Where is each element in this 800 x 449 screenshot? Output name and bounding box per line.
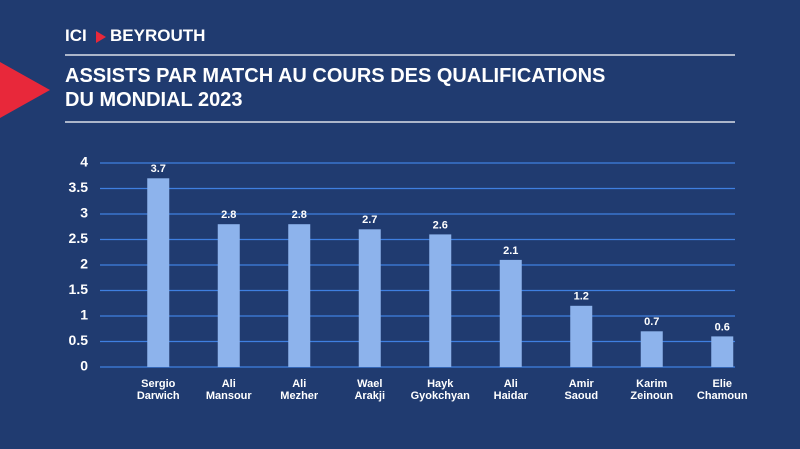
value-label: 2.6 bbox=[433, 219, 448, 231]
bar bbox=[499, 259, 522, 367]
x-tick-label: Ali Mansour bbox=[205, 378, 252, 402]
x-tick-label: Ali Haidar bbox=[493, 378, 528, 402]
value-label: 2.1 bbox=[503, 245, 518, 257]
bar bbox=[640, 331, 663, 367]
y-tick-label: 2 bbox=[80, 256, 88, 272]
y-tick-label: 4 bbox=[80, 154, 88, 170]
value-label: 2.8 bbox=[221, 209, 236, 221]
value-label: 0.6 bbox=[715, 321, 730, 333]
y-tick-label: 3.5 bbox=[69, 179, 89, 195]
y-tick-label: 3 bbox=[80, 205, 88, 221]
bar bbox=[570, 305, 593, 367]
value-label: 1.2 bbox=[574, 291, 589, 303]
bar bbox=[147, 178, 170, 367]
value-label: 2.8 bbox=[292, 209, 307, 221]
brand-arrow bbox=[96, 31, 106, 43]
x-tick-label: Hayk Gyokchyan bbox=[410, 378, 470, 402]
x-tick-label: Amir Saoud bbox=[564, 378, 599, 402]
chart-title: ASSISTS PAR MATCH AU COURS DES QUALIFICA… bbox=[65, 65, 606, 111]
brand-left: ICI bbox=[65, 26, 87, 45]
x-tick-label: Wael Arakji bbox=[354, 378, 386, 402]
y-tick-label: 2.5 bbox=[69, 230, 89, 246]
bar bbox=[429, 234, 452, 367]
y-tick-label: 1 bbox=[80, 307, 88, 323]
bar bbox=[711, 336, 734, 367]
value-label: 2.7 bbox=[362, 214, 377, 226]
bar bbox=[358, 229, 381, 367]
y-tick-label: 0 bbox=[80, 358, 88, 374]
x-tick-label: Ali Mezher bbox=[280, 378, 319, 402]
brand-right: BEYROUTH bbox=[110, 26, 206, 45]
x-tick-label: Karim Zeinoun bbox=[630, 378, 674, 402]
y-tick-label: 0.5 bbox=[69, 332, 89, 348]
bar bbox=[288, 224, 311, 367]
y-tick-label: 1.5 bbox=[69, 281, 89, 297]
x-tick-label: Elie Chamoun bbox=[696, 378, 748, 402]
bar bbox=[217, 224, 240, 367]
x-tick-label: Sergio Darwich bbox=[136, 378, 180, 402]
value-label: 0.7 bbox=[644, 316, 659, 328]
value-label: 3.7 bbox=[151, 163, 166, 175]
red-arrow bbox=[0, 62, 50, 118]
